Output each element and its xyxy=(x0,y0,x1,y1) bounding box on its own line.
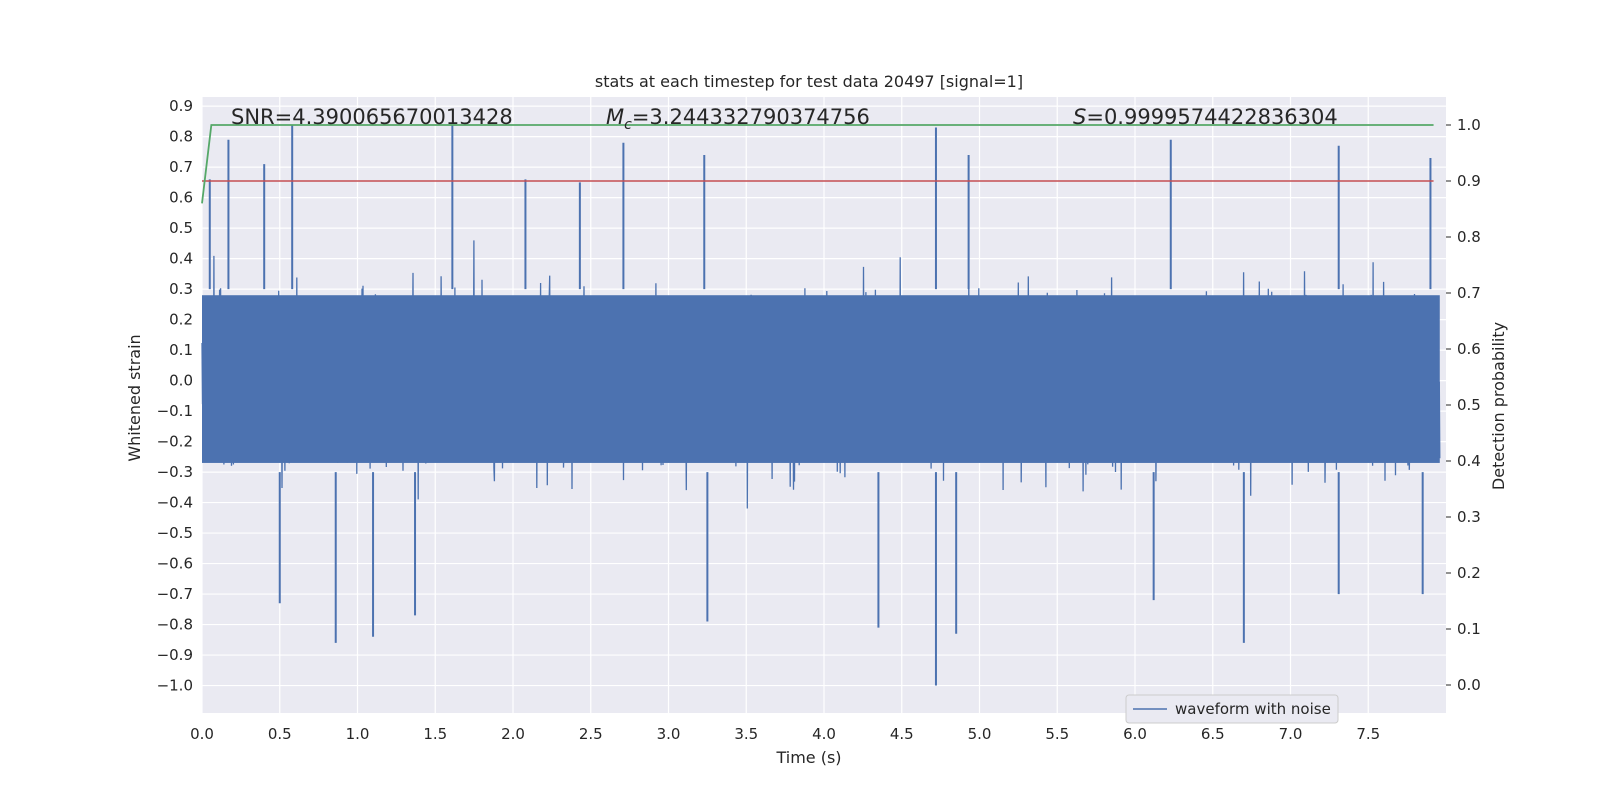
right-tick-label: 0.0 xyxy=(1457,676,1481,694)
y-tick-label: −0.6 xyxy=(157,555,193,573)
legend: waveform with noise xyxy=(1125,694,1339,724)
y-axis-label: Whitened strain xyxy=(125,334,144,461)
y-tick-label: 0.9 xyxy=(169,97,193,115)
chart-title: stats at each timestep for test data 204… xyxy=(595,72,1023,91)
s-annotation: S=0.9999574422836304 xyxy=(1073,105,1338,129)
x-tick-label: 0.0 xyxy=(190,725,214,743)
snr-annotation: SNR=4.390065670013428 xyxy=(231,105,513,129)
legend-box xyxy=(1125,694,1339,724)
y-tick-label: 0.8 xyxy=(169,128,193,146)
y-tick-label: −0.1 xyxy=(157,402,193,420)
legend-label-waveform: waveform with noise xyxy=(1175,700,1331,718)
x-tick-label: 6.0 xyxy=(1123,725,1147,743)
y-tick-label: 0.4 xyxy=(169,250,193,268)
y-tick-label: −1.0 xyxy=(157,677,193,695)
right-tick-label: 0.5 xyxy=(1457,396,1481,414)
right-axis-label: Detection probability xyxy=(1489,322,1508,490)
y-tick-label: 0.3 xyxy=(169,280,193,298)
right-tick-label: 0.9 xyxy=(1457,172,1481,190)
x-tick-label: 4.0 xyxy=(812,725,836,743)
right-tick-label: 0.6 xyxy=(1457,340,1481,358)
waveform-core xyxy=(202,295,1440,463)
y-tick-label: −0.5 xyxy=(157,524,193,542)
y-tick-label: 0.5 xyxy=(169,219,193,237)
right-tick-label: 1.0 xyxy=(1457,116,1481,134)
right-axis-ticks: 1.0 0.9 0.8 0.7 0.6 0.5 0.4 0.3 0.2 0.1 0.0 xyxy=(1446,116,1481,694)
x-tick-label: 1.0 xyxy=(346,725,370,743)
y-tick-label: 0.6 xyxy=(169,189,193,207)
x-tick-label: 2.0 xyxy=(501,725,525,743)
x-tick-label: 5.5 xyxy=(1045,725,1069,743)
s-value: =0.9999574422836304 xyxy=(1086,105,1337,129)
x-tick-label: 4.5 xyxy=(890,725,914,743)
x-axis-label: Time (s) xyxy=(775,748,841,767)
x-tick-label: 3.0 xyxy=(657,725,681,743)
x-tick-label: 0.5 xyxy=(268,725,292,743)
x-tick-label: 5.0 xyxy=(968,725,992,743)
x-tick-label: 2.5 xyxy=(579,725,603,743)
chirp-mass-symbol: M xyxy=(606,105,624,129)
y-tick-label: −0.9 xyxy=(157,646,193,664)
right-tick-label: 0.8 xyxy=(1457,228,1481,246)
y-axis-ticks: 0.9 0.8 0.7 0.6 0.5 0.4 0.3 0.2 0.1 0.0 −0.1 −0.2 −0… xyxy=(157,97,193,694)
y-tick-label: −0.4 xyxy=(157,494,193,512)
x-tick-label: 3.5 xyxy=(734,725,758,743)
y-tick-label: 0.0 xyxy=(169,372,193,390)
probability-overlays xyxy=(201,124,1434,204)
y-tick-label: −0.7 xyxy=(157,585,193,603)
s-symbol: S xyxy=(1073,105,1086,129)
x-axis-ticks: 0.0 0.5 1.0 1.5 2.0 2.5 3.0 3.5 4.0 4.5 5.0 5.5 6.0 6… xyxy=(190,725,1380,743)
y-tick-label: −0.2 xyxy=(157,433,193,451)
detection-probability-line xyxy=(201,124,1434,204)
y-tick-label: 0.1 xyxy=(169,341,193,359)
waveform-series xyxy=(201,124,1441,686)
x-tick-label: 7.5 xyxy=(1356,725,1380,743)
y-tick-label: −0.3 xyxy=(157,463,193,481)
chirp-mass-subscript: c xyxy=(624,117,632,133)
x-tick-label: 1.5 xyxy=(423,725,447,743)
y-tick-label: 0.7 xyxy=(169,158,193,176)
chirp-mass-value: =3.244332790374756 xyxy=(632,105,870,129)
right-tick-label: 0.3 xyxy=(1457,508,1481,526)
right-tick-label: 0.4 xyxy=(1457,452,1481,470)
y-tick-label: −0.8 xyxy=(157,616,193,634)
right-tick-label: 0.1 xyxy=(1457,620,1481,638)
x-tick-label: 7.0 xyxy=(1279,725,1303,743)
right-tick-label: 0.2 xyxy=(1457,564,1481,582)
y-tick-label: 0.2 xyxy=(169,311,193,329)
x-tick-label: 6.5 xyxy=(1201,725,1225,743)
chirp-mass-annotation: Mc=3.244332790374756 xyxy=(606,105,870,133)
right-tick-label: 0.7 xyxy=(1457,284,1481,302)
